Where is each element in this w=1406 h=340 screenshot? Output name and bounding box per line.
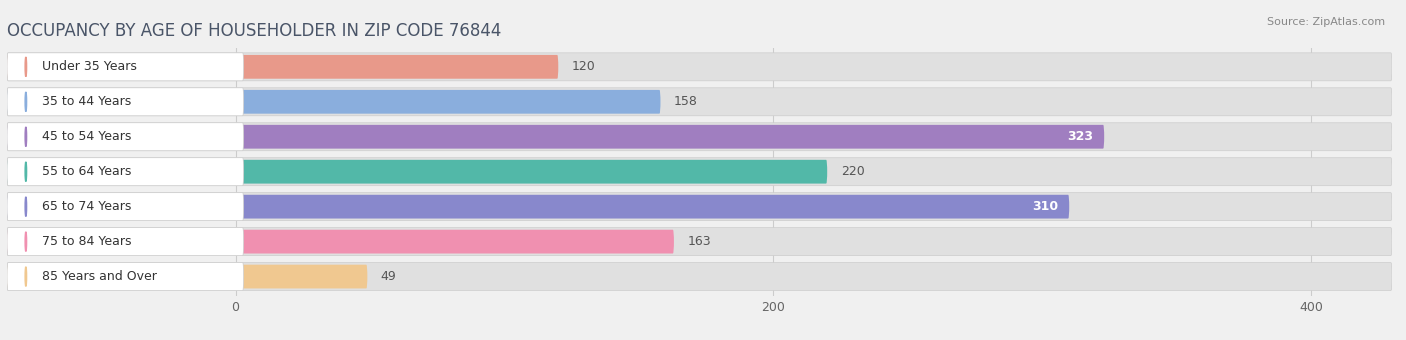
- Circle shape: [25, 162, 27, 182]
- FancyBboxPatch shape: [7, 265, 367, 288]
- FancyBboxPatch shape: [7, 195, 1069, 219]
- FancyBboxPatch shape: [7, 123, 1392, 151]
- FancyBboxPatch shape: [7, 88, 1392, 116]
- FancyBboxPatch shape: [7, 228, 1392, 256]
- Text: 120: 120: [572, 60, 596, 73]
- Circle shape: [25, 57, 27, 76]
- FancyBboxPatch shape: [7, 125, 1104, 149]
- FancyBboxPatch shape: [7, 90, 661, 114]
- FancyBboxPatch shape: [7, 228, 243, 256]
- Text: 163: 163: [688, 235, 711, 248]
- Text: 158: 158: [673, 95, 697, 108]
- FancyBboxPatch shape: [7, 262, 243, 291]
- FancyBboxPatch shape: [7, 88, 243, 116]
- FancyBboxPatch shape: [7, 158, 1392, 186]
- Circle shape: [25, 267, 27, 286]
- Text: 323: 323: [1067, 130, 1094, 143]
- FancyBboxPatch shape: [7, 123, 243, 151]
- FancyBboxPatch shape: [7, 262, 1392, 291]
- Text: 55 to 64 Years: 55 to 64 Years: [42, 165, 131, 178]
- Text: Under 35 Years: Under 35 Years: [42, 60, 136, 73]
- FancyBboxPatch shape: [7, 160, 827, 184]
- Text: OCCUPANCY BY AGE OF HOUSEHOLDER IN ZIP CODE 76844: OCCUPANCY BY AGE OF HOUSEHOLDER IN ZIP C…: [7, 22, 502, 40]
- Circle shape: [25, 197, 27, 217]
- Text: 45 to 54 Years: 45 to 54 Years: [42, 130, 131, 143]
- FancyBboxPatch shape: [7, 53, 243, 81]
- Circle shape: [25, 92, 27, 112]
- Text: 49: 49: [381, 270, 396, 283]
- Text: 220: 220: [841, 165, 865, 178]
- FancyBboxPatch shape: [7, 53, 1392, 81]
- Text: 35 to 44 Years: 35 to 44 Years: [42, 95, 131, 108]
- Circle shape: [25, 127, 27, 147]
- FancyBboxPatch shape: [7, 55, 558, 79]
- Circle shape: [25, 232, 27, 251]
- FancyBboxPatch shape: [7, 193, 243, 221]
- Text: Source: ZipAtlas.com: Source: ZipAtlas.com: [1267, 17, 1385, 27]
- Text: 85 Years and Over: 85 Years and Over: [42, 270, 157, 283]
- Text: 310: 310: [1032, 200, 1059, 213]
- Text: 65 to 74 Years: 65 to 74 Years: [42, 200, 131, 213]
- FancyBboxPatch shape: [7, 193, 1392, 221]
- FancyBboxPatch shape: [7, 230, 673, 254]
- FancyBboxPatch shape: [7, 158, 243, 186]
- Text: 75 to 84 Years: 75 to 84 Years: [42, 235, 132, 248]
